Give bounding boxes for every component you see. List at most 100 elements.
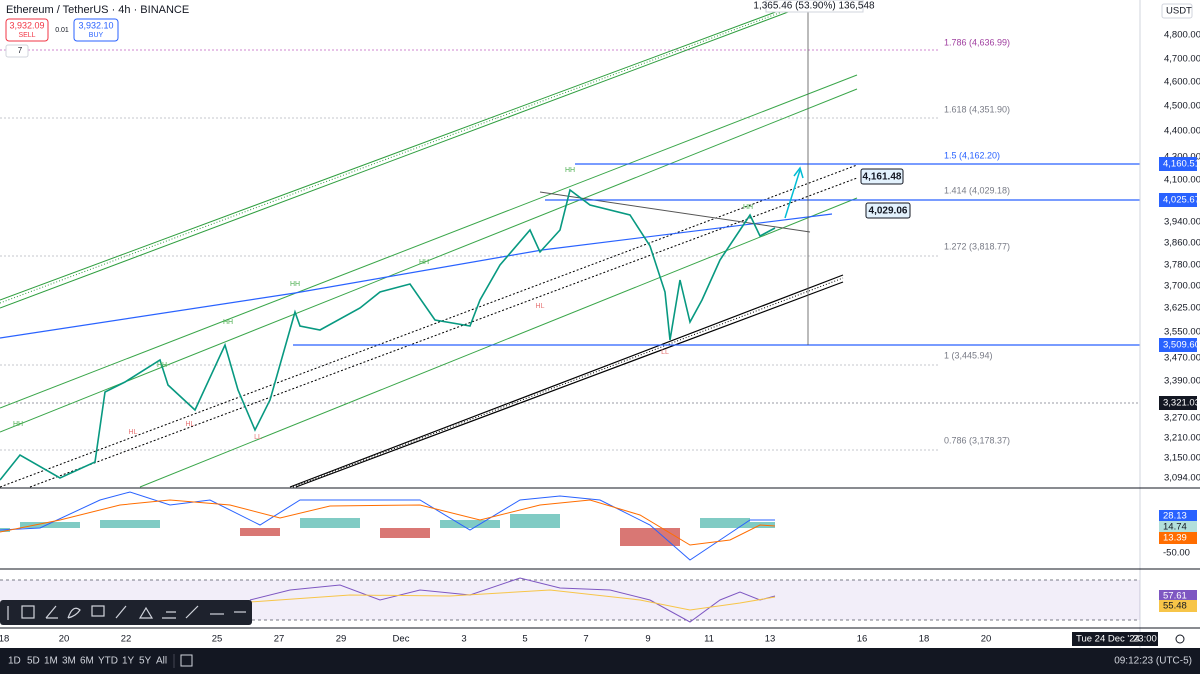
time-label: 5 <box>522 634 527 645</box>
timeframe[interactable]: 1D <box>8 656 21 667</box>
fib-lines <box>0 49 1140 451</box>
price-label: 3,700.00 <box>1164 281 1200 292</box>
price-axis: USDT 4,800.00 4,700.00 4,600.00 4,500.00… <box>1159 3 1200 484</box>
header: Ethereum / TetherUS · 4h · BINANCE 3,932… <box>5 4 189 58</box>
timeframe[interactable]: 6M <box>80 656 94 667</box>
pivot-labels: HH HL HH HL HH LL HH HH HL HH LL HH <box>13 167 753 441</box>
pivot-label: HH <box>565 167 575 174</box>
price-label: 4,700.00 <box>1164 54 1200 65</box>
price-label: 4,400.00 <box>1164 126 1200 137</box>
price-label: 3,550.00 <box>1164 327 1200 338</box>
measure-label: 1,365.46 (53.90%) 136,548 <box>753 1 875 12</box>
pivot-label: HL <box>536 303 545 310</box>
macd-tag: -50.00 <box>1163 548 1190 559</box>
indicators-toggle[interactable] <box>5 44 29 58</box>
time-label: Dec <box>393 634 410 645</box>
price-label: 3,470.00 <box>1164 353 1200 364</box>
sell-button[interactable] <box>5 18 49 42</box>
callout-box <box>865 202 911 219</box>
rsi-tag-bg <box>1159 590 1197 602</box>
price-label: 4,100.00 <box>1164 175 1200 186</box>
callouts: 4,161.48 4,029.06 1,365.46 (53.90%) 136,… <box>753 0 911 219</box>
time-label: 25 <box>212 634 223 645</box>
toolbar-bg <box>0 600 252 625</box>
macd-tag: 13.39 <box>1163 533 1187 544</box>
price-tag-bg <box>1159 396 1197 410</box>
timeframe[interactable]: 5Y <box>139 656 152 667</box>
price-label: 3,150.00 <box>1164 453 1200 464</box>
fib-label: 1.272 (3,818.77) <box>944 241 1010 251</box>
macd-tag: 28.13 <box>1163 511 1187 522</box>
price-tag-bg <box>1159 338 1197 352</box>
timeframe[interactable]: 3M <box>62 656 76 667</box>
currency-button[interactable] <box>1161 3 1193 19</box>
fib-labels: 1.786 (4,636.99) 1.618 (4,351.90) 1.5 (4… <box>944 37 1010 445</box>
pivot-label: HH <box>743 204 753 211</box>
timeframe[interactable]: 1M <box>44 656 58 667</box>
fib-label: 1.786 (4,636.99) <box>944 37 1010 47</box>
macd-tag-bg <box>1159 510 1197 522</box>
settings-icon[interactable] <box>1175 634 1185 644</box>
price-path <box>0 188 776 481</box>
pivot-label: HL <box>129 429 138 436</box>
rsi-line <box>249 577 776 623</box>
time-label: 27 <box>274 634 285 645</box>
time-axis: 18 20 22 25 27 29 Dec 3 5 7 9 11 13 16 1… <box>0 632 1185 646</box>
spread: 0.01 <box>55 27 69 34</box>
pivot-label: HH <box>13 421 23 428</box>
pivot-label: HL <box>186 421 195 428</box>
time-label: 20 <box>59 634 70 645</box>
pivot-label: HH <box>157 362 167 369</box>
crosshair-date: Tue 24 Dec '24 <box>1076 634 1140 645</box>
rsi-tag: 57.61 <box>1163 591 1187 602</box>
indicators-count: 7 <box>18 46 23 55</box>
pivot-label: HH <box>223 319 233 326</box>
bottom-bar <box>0 648 1200 674</box>
symbol-title: Ethereum / TetherUS · 4h · BINANCE <box>6 4 189 16</box>
timeframe[interactable]: 1Y <box>122 656 135 667</box>
buy-button[interactable] <box>73 18 119 42</box>
pivot-label: LL <box>661 349 669 356</box>
buy-price: 3,932.10 <box>78 20 113 30</box>
callout: 4,161.48 <box>863 172 902 183</box>
time-label: 18 <box>0 634 9 645</box>
time-label: 9 <box>645 634 650 645</box>
clock: 09:12:23 (UTC-5) <box>1114 656 1192 667</box>
fib-label: 1.414 (4,029.18) <box>944 185 1010 195</box>
time-label: 18 <box>919 634 930 645</box>
price-tag-bg <box>1159 157 1197 171</box>
time-label: 3 <box>461 634 466 645</box>
macd-tag-bg <box>1159 521 1197 533</box>
price-label: 3,094.00 <box>1164 473 1200 484</box>
buy-label: BUY <box>89 32 104 39</box>
tool-icons[interactable] <box>7 605 246 620</box>
price-label: 3,940.00 <box>1164 217 1200 228</box>
crosshair-time: 23:00 <box>1133 634 1157 645</box>
crosshair-tag <box>1072 632 1158 646</box>
time-label: 11 <box>704 634 714 645</box>
price-label: 4,500.00 <box>1164 101 1200 112</box>
time-label: 7 <box>583 634 588 645</box>
timeframe[interactable]: All <box>156 656 167 667</box>
macd-line <box>0 491 775 561</box>
fib-label: 1.5 (4,162.20) <box>944 150 1000 160</box>
sell-price: 3,932.09 <box>9 20 44 30</box>
timeframe[interactable]: 5D <box>27 656 40 667</box>
macd-pane: 28.13 14.74 13.39 -50.00 <box>0 491 1197 561</box>
fib-label: 1.618 (4,351.90) <box>944 104 1010 114</box>
time-label: 22 <box>121 634 132 645</box>
callout-box <box>860 168 904 185</box>
measure-box <box>765 0 864 13</box>
drawing-toolbar <box>0 600 252 625</box>
time-label: 16 <box>857 634 868 645</box>
macd-tag: 14.74 <box>1163 522 1187 533</box>
price-label: 3,860.00 <box>1164 238 1200 249</box>
price-tag: 4,160.51 <box>1163 159 1200 170</box>
pivot-label: HH <box>290 281 300 288</box>
fib-label: 0.786 (3,178.37) <box>944 435 1010 445</box>
rsi-ma <box>249 589 776 611</box>
timeframe[interactable]: YTD <box>98 656 118 667</box>
pivot-label: HH <box>419 259 429 266</box>
date-range-icon[interactable] <box>180 654 193 667</box>
price-label: 3,625.00 <box>1164 303 1200 314</box>
